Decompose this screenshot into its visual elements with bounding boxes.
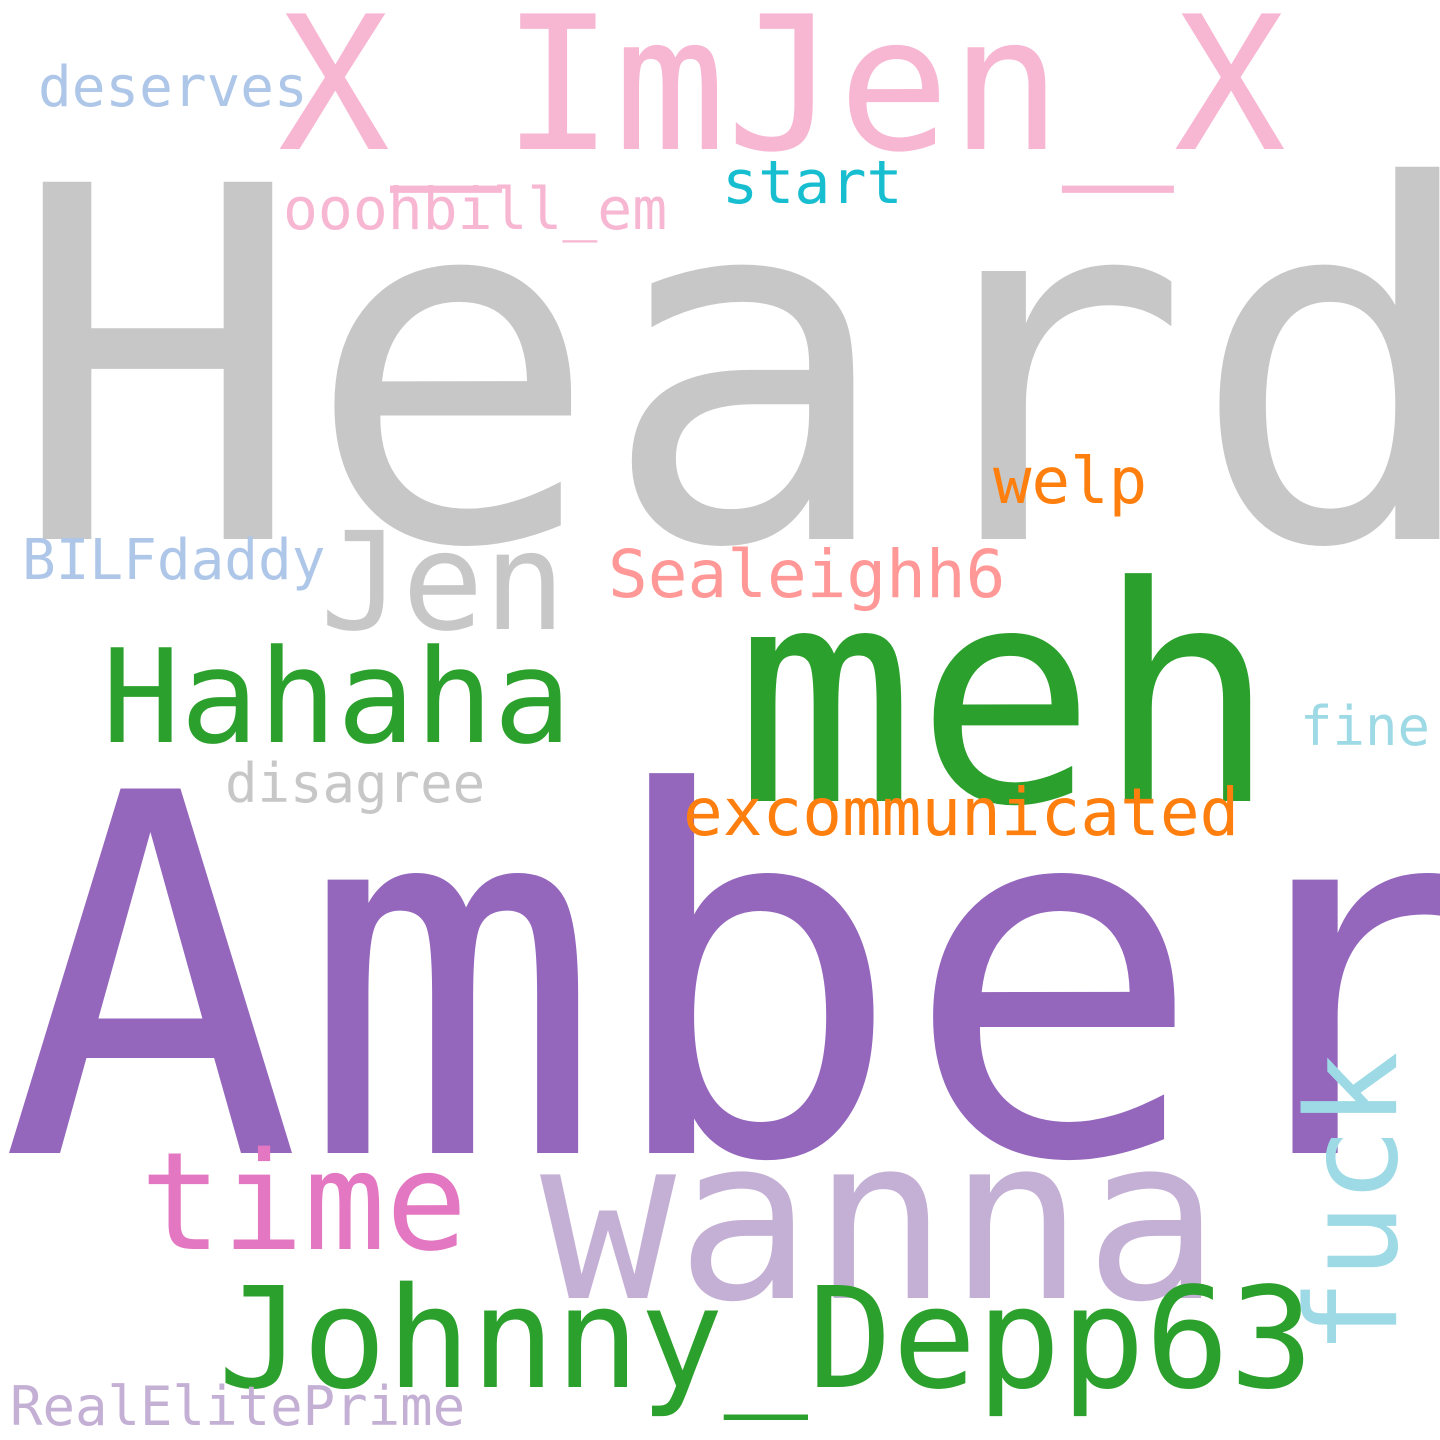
word-fuck: fuck xyxy=(1279,1051,1426,1355)
word-heard: Heard xyxy=(10,84,1440,655)
word-sealeighh6: Sealeighh6 xyxy=(608,536,1006,613)
word-time: time xyxy=(140,1124,468,1282)
word-fine: fine xyxy=(1300,695,1431,758)
word-wanna: wanna xyxy=(540,1089,1221,1352)
word-disagree: disagree xyxy=(225,752,486,815)
word-welp: welp xyxy=(993,445,1148,519)
word-johnny-depp63: Johnny_Depp63 xyxy=(218,1258,1314,1421)
word-ooohbill-em: ooohbill_em xyxy=(283,175,668,243)
word-start: start xyxy=(722,148,903,218)
word-meh: meh xyxy=(735,523,1277,872)
word-jen: Jen xyxy=(320,504,566,662)
word-deserves: deserves xyxy=(38,55,308,120)
word-amber: Amber xyxy=(0,689,1440,1271)
word-realeliteprime: RealElitePrime xyxy=(10,1375,466,1438)
word-x-imjen-x: X_ImJen_X xyxy=(278,0,1286,193)
word-bilfdaddy: BILFdaddy xyxy=(22,528,326,593)
word-hahaha: Hahaha xyxy=(102,621,572,773)
word-excommunicated: excommunicated xyxy=(683,774,1240,851)
